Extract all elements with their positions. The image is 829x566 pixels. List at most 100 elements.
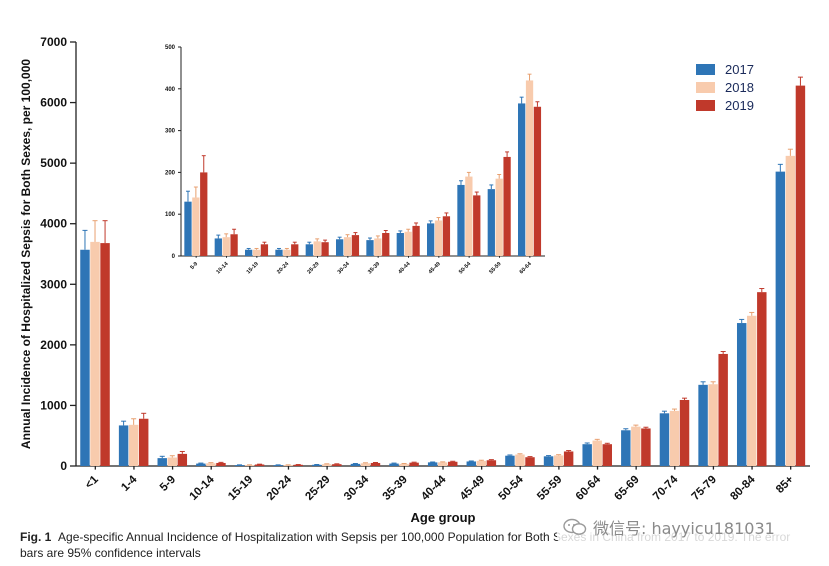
legend-swatch-2019: [696, 99, 715, 111]
y-tick-label: 5000: [40, 156, 67, 170]
bar-2018-15-19: [244, 465, 255, 466]
x-tick-label: 35-39: [367, 261, 381, 275]
bar-2018-75-79: [708, 384, 718, 466]
bar-2018-5-9: [192, 197, 200, 256]
bar-2017-70-74: [659, 413, 670, 466]
y-tick-label: 200: [165, 170, 176, 176]
legend-swatch-2017: [696, 63, 715, 75]
figure-label: Fig. 1: [20, 530, 52, 544]
y-tick-label: 0: [60, 459, 67, 473]
bar-2018-65-69: [631, 426, 641, 466]
bar-2017-60-64: [582, 444, 592, 466]
bar-2018-20-24: [283, 249, 291, 256]
bar-2018-70-74: [669, 410, 680, 466]
bar-2017-10-14: [196, 463, 206, 466]
x-tick-label: 30-34: [337, 261, 352, 276]
bar-2018-45-49: [476, 460, 487, 466]
bar-2019-45-49: [486, 460, 497, 466]
legend-item-2017: 2017: [696, 60, 754, 78]
x-tick-label: 25-29: [306, 261, 320, 275]
bar-2019-40-44: [412, 225, 420, 256]
bar-2018-80-84: [747, 315, 757, 466]
y-tick-label: 100: [165, 212, 176, 218]
bar-2018-10-14: [222, 237, 230, 256]
bar-2019-45-49: [442, 216, 451, 256]
bar-2019-40-44: [448, 461, 458, 466]
x-tick-label: <1: [83, 473, 101, 491]
bar-2019-70-74: [679, 399, 690, 466]
bar-2017-55-59: [487, 189, 495, 256]
bar-2018-25-29: [322, 464, 332, 466]
bar-2017-5-9: [184, 201, 192, 256]
x-tick-label: 15-19: [246, 261, 260, 275]
x-tick-label: 45-49: [428, 261, 442, 275]
bar-2018-55-59: [495, 178, 503, 256]
bar-2017-35-39: [366, 240, 374, 256]
bar-2017-35-39: [389, 463, 399, 466]
x-tick-label: 80-84: [728, 473, 758, 503]
bar-2017-10-14: [214, 238, 222, 256]
bar-2017-1-4: [118, 425, 129, 466]
bar-2018-40-44: [437, 462, 448, 466]
bar-2019-75-79: [718, 353, 728, 466]
bar-2019-25-29: [332, 464, 342, 466]
bar-2017-55-59: [543, 456, 554, 466]
bar-2019-80-84: [757, 292, 767, 466]
bar-2017-45-49: [427, 223, 435, 256]
bar-2019-50-54: [525, 457, 535, 466]
x-tick-label: 20-24: [276, 261, 291, 276]
bar-2017-80-84: [736, 323, 747, 466]
x-tick-label: 50-54: [458, 261, 473, 276]
watermark-text: 微信号: hayyicu181031: [593, 519, 775, 538]
bar-2018-15-19: [252, 249, 261, 256]
bar-2018-40-44: [404, 231, 412, 256]
bar-2019-55-59: [503, 156, 511, 256]
bar-2017-25-29: [305, 244, 313, 256]
y-tick-label: 300: [165, 129, 176, 135]
bar-2017-20-24: [275, 249, 283, 256]
x-tick-label: 60-64: [519, 261, 534, 276]
bar-2019-10-14: [216, 462, 226, 466]
x-tick-label: 55-59: [488, 261, 502, 275]
bar-2018-30-34: [360, 463, 371, 466]
legend: 2017 2018 2019: [696, 60, 754, 114]
legend-label-2018: 2018: [725, 79, 754, 95]
x-tick-label: 40-44: [419, 473, 449, 503]
bar-2019-55-59: [563, 451, 574, 466]
bar-2019-15-19: [260, 244, 269, 256]
bar-2017-15-19: [234, 465, 245, 466]
bar-2018-50-54: [515, 454, 525, 466]
x-tick-label: 35-39: [381, 474, 410, 503]
y-tick-label: 7000: [40, 35, 67, 49]
bar-2019-20-24: [291, 244, 299, 256]
bar-2017-40-44: [427, 462, 438, 466]
bar-2019-60-64: [602, 444, 612, 466]
y-tick-label: 6000: [40, 96, 67, 110]
y-tick-label: 4000: [40, 217, 67, 231]
bar-2017-5-9: [157, 458, 167, 466]
bar-2019-5-9: [177, 453, 188, 466]
x-tick-label: 70-74: [651, 473, 681, 503]
bar-2019-35-39: [409, 462, 419, 466]
bar-2019-85+: [795, 85, 806, 467]
bar-2019-1-4: [138, 418, 149, 466]
legend-item-2018: 2018: [696, 78, 754, 96]
wechat-icon: [563, 518, 587, 535]
bar-2017-30-34: [350, 463, 361, 466]
bar-2018-5-9: [167, 457, 178, 466]
bar-2018-50-54: [465, 176, 473, 256]
y-tick-label: 1000: [40, 398, 67, 412]
bar-2017-20-24: [273, 465, 283, 466]
bar-2019-25-29: [321, 242, 329, 256]
x-axis-title: Age group: [411, 510, 476, 525]
bar-2017-<1: [80, 249, 90, 466]
bar-2019-30-34: [370, 462, 381, 466]
x-tick-label: 45-49: [458, 474, 487, 503]
bar-2019-20-24: [293, 464, 303, 466]
bar-2018-10-14: [206, 463, 216, 466]
bar-2017-30-34: [336, 239, 344, 256]
y-tick-label: 2000: [40, 338, 67, 352]
x-tick-label: 10-14: [187, 473, 217, 503]
